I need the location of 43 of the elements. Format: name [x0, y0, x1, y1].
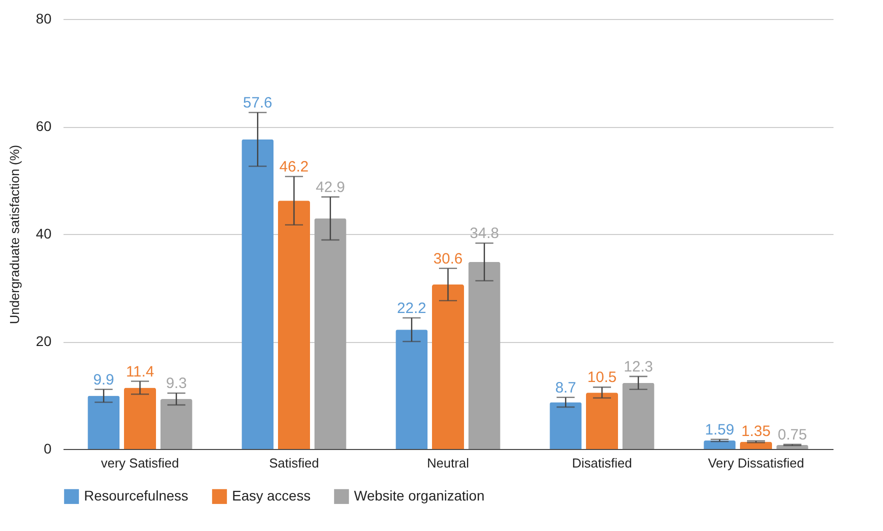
bar [740, 442, 772, 449]
data-label: 1.35 [741, 422, 771, 440]
data-label: 22.2 [397, 300, 426, 317]
bar [468, 262, 500, 449]
bar [432, 284, 464, 449]
y-tick-label: 40 [36, 226, 52, 242]
y-tick-label: 0 [44, 440, 52, 456]
data-label: 9.3 [166, 375, 187, 392]
data-label: 57.6 [243, 94, 272, 112]
bar [586, 392, 618, 449]
data-label: 0.75 [778, 426, 807, 444]
data-label: 11.4 [126, 363, 154, 380]
y-tick-label: 60 [36, 118, 52, 134]
bar [396, 330, 428, 449]
x-tick-label: Disatisfied [572, 456, 632, 470]
data-label: 30.6 [433, 250, 463, 268]
bar [704, 440, 736, 449]
x-tick-label: Satisfied [269, 456, 319, 470]
bar [160, 399, 192, 449]
legend-label: Website organization [354, 488, 484, 504]
y-axis-title: Undergraduate satisfaction (%) [6, 144, 22, 324]
data-label: 10.5 [587, 369, 617, 386]
y-tick-label: 20 [36, 333, 52, 349]
bar [124, 388, 156, 449]
bar [88, 396, 120, 449]
x-tick-label: Very Dissatisfied [708, 456, 804, 470]
x-tick-label: Neutral [427, 456, 470, 470]
data-label: 9.9 [93, 371, 114, 388]
bar [242, 139, 274, 449]
x-tick-label: very Satisfied [100, 456, 180, 470]
data-label: 42.9 [316, 178, 345, 196]
data-label: 46.2 [279, 158, 309, 176]
data-label: 8.7 [555, 379, 576, 396]
bar [550, 402, 582, 449]
legend-label: Easy access [232, 488, 311, 504]
bar [314, 218, 346, 449]
y-tick-label: 80 [36, 10, 52, 26]
data-label: 1.59 [705, 421, 734, 438]
bar [622, 382, 654, 449]
legend-label: Resourcefulness [84, 488, 188, 504]
bar [278, 200, 310, 449]
data-label: 12.3 [624, 358, 653, 376]
data-label: 34.8 [470, 225, 499, 242]
